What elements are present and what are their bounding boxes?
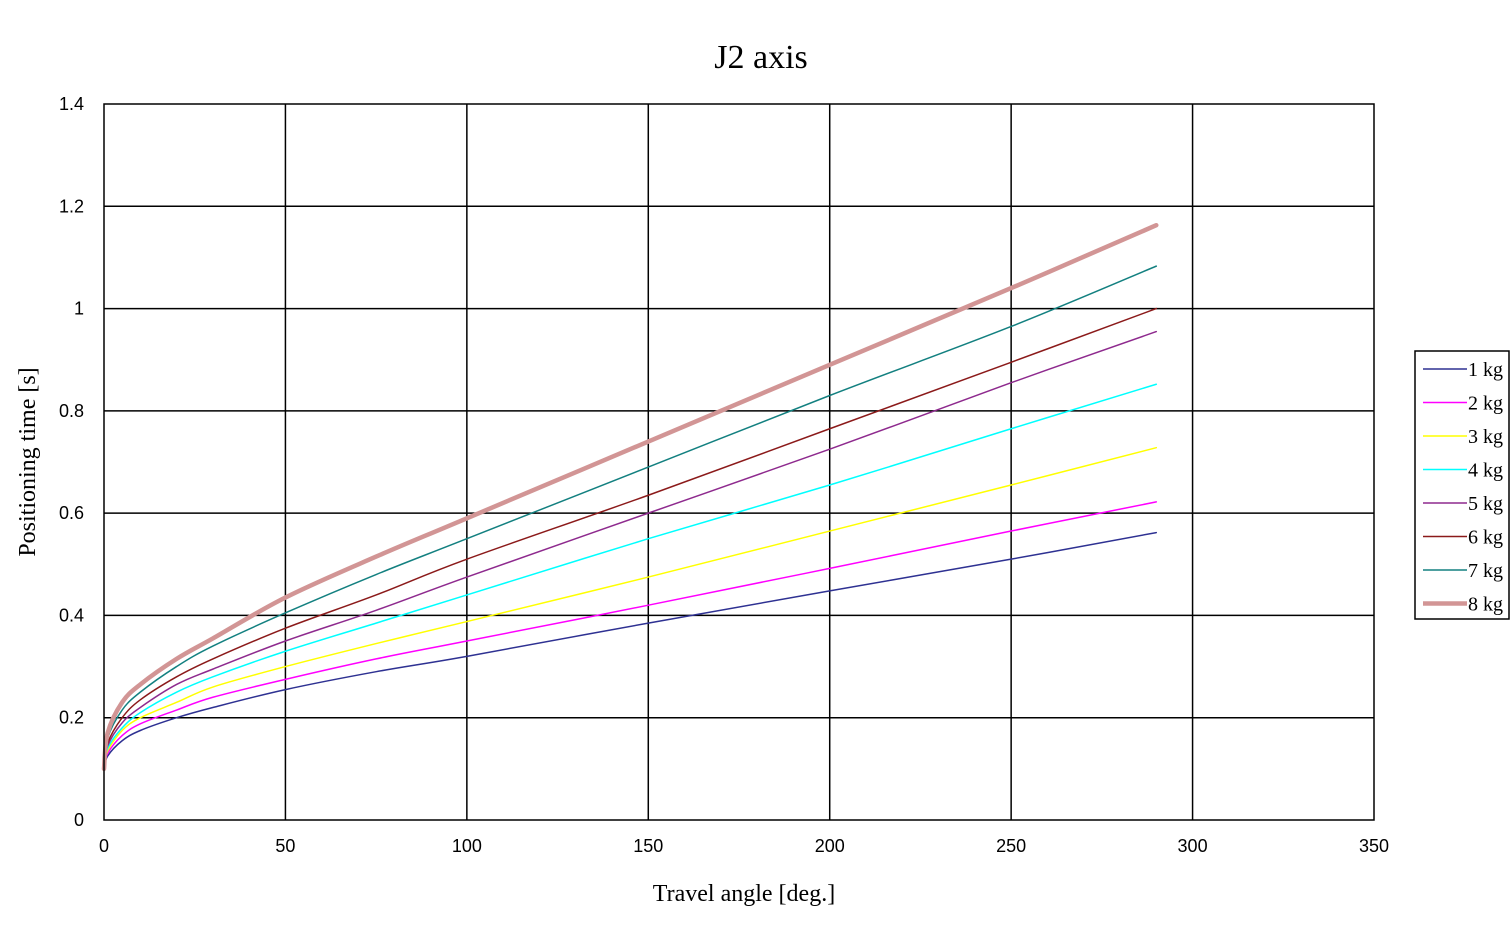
series-line-8: [101, 222, 1159, 772]
legend-label: 1 kg: [1468, 359, 1503, 381]
x-tick-label: 300: [1178, 836, 1208, 856]
series-line-3: [103, 446, 1158, 770]
series-line-4: [103, 383, 1158, 770]
legend-label: 6 kg: [1468, 527, 1503, 549]
y-tick-label: 0.6: [59, 503, 84, 523]
legend: 1 kg 2 kg 3 kg 4 kg 5 kg 6 kg 7 kg 8 kg: [1414, 350, 1510, 620]
x-tick-label: 350: [1359, 836, 1389, 856]
x-tick-label: 150: [633, 836, 663, 856]
chart-title: J2 axis: [714, 39, 808, 76]
y-axis-label: Positioning time [s]: [15, 367, 41, 556]
x-axis-label: Travel angle [deg.]: [653, 881, 835, 907]
y-tick-label: 0.8: [59, 401, 84, 421]
x-tick-label: 250: [996, 836, 1026, 856]
series-lines: [101, 222, 1159, 772]
x-tick-label: 200: [815, 836, 845, 856]
legend-box: [1414, 350, 1510, 620]
series-line-1: [103, 531, 1158, 770]
grid: [104, 104, 1374, 820]
y-tick-label: 1: [74, 299, 84, 319]
plot-frame: [103, 103, 1375, 821]
series-line-5: [103, 330, 1158, 770]
y-tick-label: 1.2: [59, 196, 84, 216]
series-line-6: [103, 307, 1158, 770]
legend-label: 7 kg: [1468, 560, 1503, 582]
x-tick-label: 100: [452, 836, 482, 856]
y-tick-label: 0.4: [59, 605, 84, 625]
y-tick-label: 0: [74, 810, 84, 830]
x-tick-label: 50: [275, 836, 295, 856]
legend-label: 5 kg: [1468, 493, 1503, 515]
legend-label: 3 kg: [1468, 426, 1503, 448]
legend-label: 8 kg: [1468, 594, 1503, 616]
legend-label: 4 kg: [1468, 460, 1503, 482]
series-line-7: [103, 265, 1158, 770]
y-tick-label: 1.4: [59, 94, 84, 114]
legend-label: 2 kg: [1468, 393, 1503, 415]
x-tick-label: 0: [99, 836, 109, 856]
tick-labels: 0 50 100 150 200 250 300 350 0 0.2 0.4 0.6 0.8 1 1.2 1.…: [59, 94, 1389, 856]
series-line-2: [103, 501, 1158, 770]
y-tick-label: 0.2: [59, 708, 84, 728]
